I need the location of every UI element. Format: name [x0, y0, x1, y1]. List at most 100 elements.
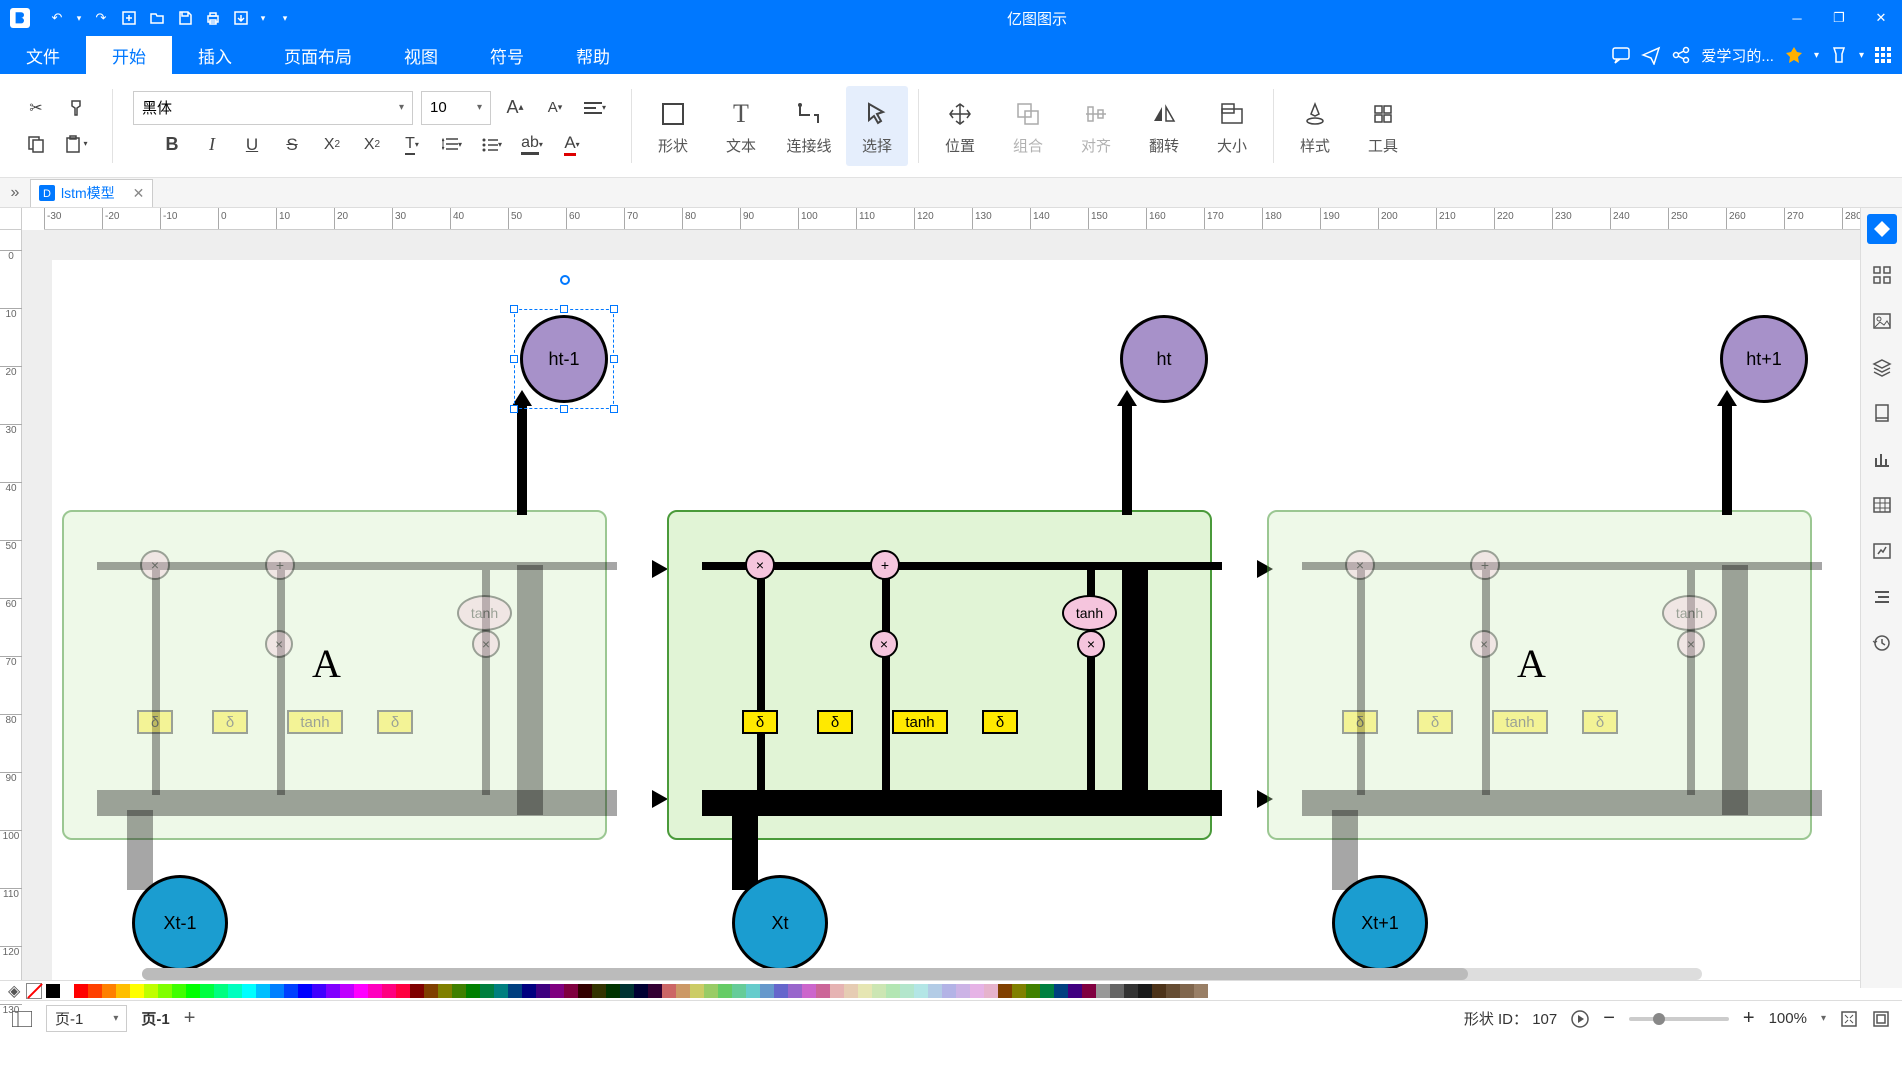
color-swatch[interactable] — [46, 984, 60, 998]
color-swatch[interactable] — [438, 984, 452, 998]
page-selector[interactable]: 页-1▾ — [46, 1005, 127, 1032]
color-swatch[interactable] — [942, 984, 956, 998]
play-button[interactable] — [1571, 1010, 1589, 1028]
color-swatch[interactable] — [1068, 984, 1082, 998]
increase-font-button[interactable]: A▴ — [499, 92, 531, 124]
paste-button[interactable]: ▾ — [60, 128, 92, 160]
shapes-panel-button[interactable] — [1867, 260, 1897, 290]
color-swatch[interactable] — [802, 984, 816, 998]
color-swatch[interactable] — [760, 984, 774, 998]
color-swatch[interactable] — [1026, 984, 1040, 998]
color-swatch[interactable] — [1082, 984, 1096, 998]
text-tool-button[interactable]: T文本 — [710, 86, 772, 166]
menu-页面布局[interactable]: 页面布局 — [258, 36, 378, 74]
color-swatch[interactable] — [1040, 984, 1054, 998]
font-family-select[interactable]: 黑体▾ — [133, 91, 413, 125]
color-swatch[interactable] — [1138, 984, 1152, 998]
color-swatch[interactable] — [228, 984, 242, 998]
color-swatch[interactable] — [1152, 984, 1166, 998]
color-swatch[interactable] — [578, 984, 592, 998]
color-swatch[interactable] — [732, 984, 746, 998]
color-swatch[interactable] — [522, 984, 536, 998]
size-button[interactable]: 大小 — [1201, 86, 1263, 166]
print-button[interactable] — [200, 5, 226, 31]
color-swatch[interactable] — [746, 984, 760, 998]
save-button[interactable] — [172, 5, 198, 31]
color-swatch[interactable] — [242, 984, 256, 998]
output-node[interactable]: ht+1 — [1720, 315, 1808, 403]
input-node[interactable]: Xt — [732, 875, 828, 971]
user-dropdown[interactable]: ▾ — [1814, 50, 1819, 61]
color-swatch[interactable] — [956, 984, 970, 998]
color-swatch[interactable] — [452, 984, 466, 998]
flip-button[interactable]: 翻转 — [1133, 86, 1195, 166]
color-swatch[interactable] — [88, 984, 102, 998]
color-swatch[interactable] — [1096, 984, 1110, 998]
select-tool-button[interactable]: 选择 — [846, 86, 908, 166]
color-swatch[interactable] — [382, 984, 396, 998]
menu-插入[interactable]: 插入 — [172, 36, 258, 74]
export-dropdown[interactable]: ▾ — [256, 5, 270, 31]
theme-dropdown[interactable]: ▾ — [1859, 50, 1864, 61]
subscript-button[interactable]: X2 — [356, 129, 388, 161]
font-color-button[interactable]: A▾ — [556, 129, 588, 161]
color-swatch[interactable] — [466, 984, 480, 998]
color-swatch[interactable] — [1124, 984, 1138, 998]
undo-button[interactable]: ↶ — [44, 5, 70, 31]
color-swatch[interactable] — [60, 984, 74, 998]
image-panel-button[interactable] — [1867, 306, 1897, 336]
color-swatch[interactable] — [396, 984, 410, 998]
color-swatch[interactable] — [704, 984, 718, 998]
user-name[interactable]: 爱学习的... — [1701, 45, 1774, 66]
page-panel-button[interactable] — [1867, 398, 1897, 428]
color-swatch[interactable] — [970, 984, 984, 998]
color-swatch[interactable] — [620, 984, 634, 998]
canvas[interactable]: ×+tanh××δδtanhδA×+tanh××δδtanhδ×+tanh××δ… — [22, 230, 1902, 980]
no-fill-button[interactable] — [26, 983, 42, 999]
style-button[interactable]: 样式 — [1284, 86, 1346, 166]
color-swatch[interactable] — [914, 984, 928, 998]
color-swatch[interactable] — [410, 984, 424, 998]
zoom-in-button[interactable]: + — [1743, 1007, 1755, 1030]
apps-icon[interactable] — [1874, 46, 1892, 64]
add-page-button[interactable]: + — [184, 1007, 196, 1030]
color-swatch[interactable] — [340, 984, 354, 998]
output-node[interactable]: ht — [1120, 315, 1208, 403]
align-button[interactable]: ▾ — [579, 92, 611, 124]
highlight-button[interactable]: ab▾ — [516, 129, 548, 161]
color-swatch[interactable] — [74, 984, 88, 998]
color-swatch[interactable] — [844, 984, 858, 998]
color-swatch[interactable] — [984, 984, 998, 998]
color-swatch[interactable] — [508, 984, 522, 998]
maximize-button[interactable]: ❐ — [1818, 0, 1860, 36]
color-swatch[interactable] — [634, 984, 648, 998]
menu-文件[interactable]: 文件 — [0, 36, 86, 74]
open-button[interactable] — [144, 5, 170, 31]
superscript-button[interactable]: X2 — [316, 129, 348, 161]
qat-customize[interactable]: ▾ — [272, 5, 298, 31]
color-swatch[interactable] — [130, 984, 144, 998]
color-swatch[interactable] — [592, 984, 606, 998]
underline-button[interactable]: U — [236, 129, 268, 161]
color-swatch[interactable] — [312, 984, 326, 998]
color-swatch[interactable] — [872, 984, 886, 998]
color-swatch[interactable] — [774, 984, 788, 998]
color-swatch[interactable] — [1194, 984, 1208, 998]
color-swatch[interactable] — [284, 984, 298, 998]
h-scrollbar[interactable] — [142, 968, 1702, 980]
color-swatch[interactable] — [354, 984, 368, 998]
color-swatch[interactable] — [1054, 984, 1068, 998]
format-painter-button[interactable] — [60, 92, 92, 124]
shape-tool-button[interactable]: 形状 — [642, 86, 704, 166]
send-icon[interactable] — [1641, 45, 1661, 65]
color-swatch[interactable] — [816, 984, 830, 998]
feedback-icon[interactable] — [1611, 45, 1631, 65]
menu-帮助[interactable]: 帮助 — [550, 36, 636, 74]
close-button[interactable]: ✕ — [1860, 0, 1902, 36]
color-swatch[interactable] — [172, 984, 186, 998]
color-swatch[interactable] — [606, 984, 620, 998]
color-swatch[interactable] — [102, 984, 116, 998]
bullets-button[interactable]: ▾ — [476, 129, 508, 161]
color-swatch[interactable] — [788, 984, 802, 998]
layers-panel-button[interactable] — [1867, 352, 1897, 382]
